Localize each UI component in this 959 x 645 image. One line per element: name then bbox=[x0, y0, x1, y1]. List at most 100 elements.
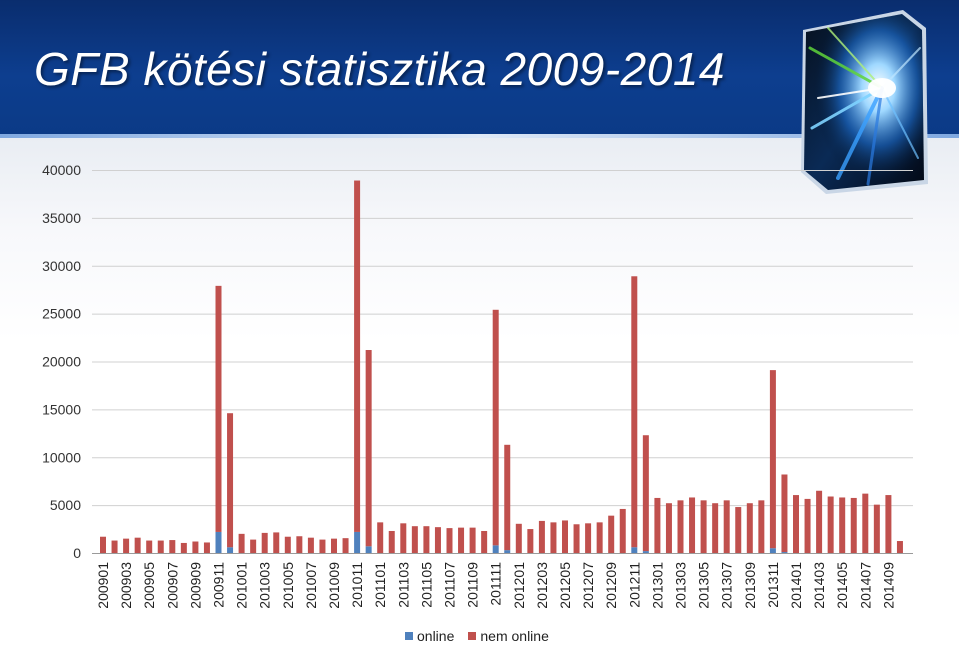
y-tick-label: 0 bbox=[73, 545, 81, 561]
x-tick-label: 201405 bbox=[834, 562, 850, 609]
x-tick-label: 201307 bbox=[719, 562, 735, 609]
bar-nem-online-200905 bbox=[146, 540, 153, 553]
bar-nem-online-201307 bbox=[723, 500, 730, 553]
bar-online-201312 bbox=[781, 552, 788, 553]
bar-nem-online-201101 bbox=[377, 522, 384, 553]
bar-nem-online-201309 bbox=[746, 503, 753, 553]
bar-nem-online-201305 bbox=[700, 500, 707, 553]
legend-swatch-nem-online bbox=[468, 632, 477, 640]
bar-nem-online-201007 bbox=[307, 537, 314, 553]
bar-online-201012 bbox=[365, 546, 372, 553]
legend-label-online: online bbox=[417, 628, 455, 644]
bar-nem-online-201112 bbox=[504, 444, 511, 551]
y-tick-label: 15000 bbox=[42, 401, 81, 417]
x-tick-label: 201301 bbox=[649, 562, 665, 609]
bar-nem-online-201205 bbox=[562, 520, 568, 553]
x-tick-label: 200903 bbox=[118, 562, 134, 609]
bar-nem-online-201310 bbox=[758, 500, 765, 553]
bar-nem-online-201207 bbox=[585, 523, 592, 553]
y-tick-label: 20000 bbox=[42, 354, 81, 370]
gridlines bbox=[92, 170, 913, 507]
bar-nem-online-201009 bbox=[331, 538, 337, 553]
bar-nem-online-201306 bbox=[712, 503, 719, 553]
bar-nem-online-200903 bbox=[123, 538, 130, 553]
y-tick-label: 25000 bbox=[42, 306, 81, 322]
bar-nem-online-201211 bbox=[631, 276, 638, 548]
x-tick-label: 201107 bbox=[442, 562, 458, 608]
bar-nem-online-201010 bbox=[342, 538, 349, 553]
y-tick-label: 5000 bbox=[50, 497, 81, 513]
y-tick-label: 40000 bbox=[42, 162, 81, 178]
x-tick-label: 201105 bbox=[418, 562, 434, 608]
bar-nem-online-201109 bbox=[469, 527, 476, 553]
bar-nem-online-200907 bbox=[169, 540, 176, 553]
x-tick-label: 201409 bbox=[880, 562, 896, 609]
bar-nem-online-200912 bbox=[227, 413, 234, 548]
bar-online-200911 bbox=[215, 531, 222, 553]
x-tick-label: 201109 bbox=[465, 562, 481, 608]
x-tick-label: 201001 bbox=[234, 562, 250, 609]
x-tick-label: 201211 bbox=[626, 562, 642, 608]
bar-nem-online-201311 bbox=[769, 370, 776, 549]
bar-nem-online-201312 bbox=[781, 474, 788, 553]
bar-nem-online-201008 bbox=[319, 539, 326, 553]
bar-nem-online-201006 bbox=[296, 536, 303, 553]
bar-nem-online-200910 bbox=[203, 542, 210, 553]
bar-online-201112 bbox=[504, 550, 511, 553]
x-tick-label: 201201 bbox=[511, 562, 527, 609]
bar-nem-online-201209 bbox=[608, 515, 615, 553]
bar-nem-online-201304 bbox=[689, 497, 696, 553]
bar-nem-online-200909 bbox=[192, 541, 199, 553]
bar-nem-online-201405 bbox=[839, 497, 846, 553]
x-axis-tick-labels: 200901 200903 200905 200907 200909 200911 2010… bbox=[95, 562, 896, 609]
bar-nem-online-201302 bbox=[665, 503, 672, 553]
bar-nem-online-201110 bbox=[481, 530, 488, 553]
bar-nem-online-200901 bbox=[100, 536, 106, 553]
bar-nem-online-201403 bbox=[816, 490, 823, 553]
bar-nem-online-201011 bbox=[354, 180, 361, 532]
x-tick-label: 201111 bbox=[488, 562, 504, 606]
x-tick-label: 201401 bbox=[788, 562, 804, 609]
x-tick-label: 200907 bbox=[164, 562, 180, 609]
bar-nem-online-201004 bbox=[273, 532, 280, 553]
x-tick-label: 201011 bbox=[349, 562, 365, 608]
bar-nem-online-201208 bbox=[596, 522, 603, 553]
x-tick-label: 201209 bbox=[603, 562, 619, 609]
x-tick-label: 201309 bbox=[742, 562, 758, 609]
bar-nem-online-201201 bbox=[515, 523, 522, 553]
x-tick-label: 200905 bbox=[141, 562, 157, 609]
bar-nem-online-201104 bbox=[411, 526, 418, 553]
legend-item-nem-online: nem online bbox=[468, 628, 549, 644]
bar-nem-online-201410 bbox=[896, 541, 903, 553]
x-tick-label: 201305 bbox=[696, 562, 712, 609]
x-tick-label: 201403 bbox=[811, 562, 827, 609]
bar-nem-online-201001 bbox=[238, 533, 245, 553]
bar-nem-online-201404 bbox=[827, 496, 834, 553]
x-tick-label: 200909 bbox=[187, 562, 203, 609]
bar-nem-online-201406 bbox=[850, 497, 857, 553]
plot-background bbox=[0, 138, 959, 645]
bar-online-200912 bbox=[227, 547, 234, 553]
x-tick-label: 201005 bbox=[280, 562, 296, 609]
bar-nem-online-201003 bbox=[261, 532, 268, 553]
y-tick-label: 10000 bbox=[42, 449, 81, 465]
bar-nem-online-200906 bbox=[157, 540, 164, 553]
bar-nem-online-201301 bbox=[654, 497, 661, 553]
bar-nem-online-201106 bbox=[434, 527, 441, 553]
bar-nem-online-200904 bbox=[134, 537, 141, 553]
bar-nem-online-201108 bbox=[458, 527, 465, 553]
bar-nem-online-201204 bbox=[550, 522, 557, 553]
x-tick-label: 201303 bbox=[673, 562, 689, 609]
x-tick-label: 201007 bbox=[303, 562, 319, 609]
legend-item-online: online bbox=[405, 628, 454, 644]
bar-nem-online-201308 bbox=[735, 507, 742, 553]
bar-online-201111 bbox=[492, 545, 499, 553]
x-tick-label: 201203 bbox=[534, 562, 550, 609]
bar-nem-online-201210 bbox=[619, 508, 626, 553]
bar-series bbox=[100, 180, 903, 553]
bar-nem-online-201012 bbox=[365, 350, 372, 547]
y-axis-tick-labels: 0 5000 10000 15000 20000 25000 30000 35000 40000 bbox=[42, 162, 81, 561]
bar-nem-online-201206 bbox=[573, 524, 580, 553]
x-tick-label: 201103 bbox=[395, 562, 411, 608]
